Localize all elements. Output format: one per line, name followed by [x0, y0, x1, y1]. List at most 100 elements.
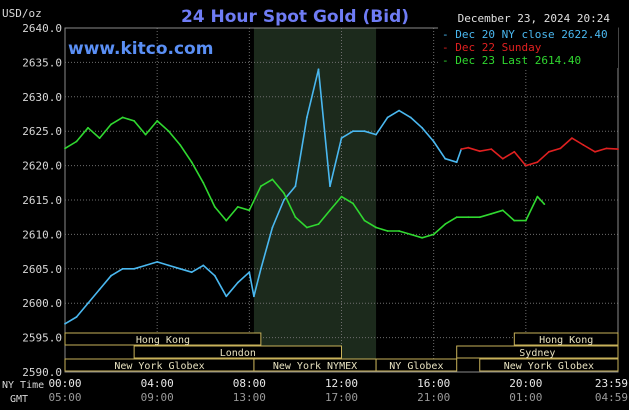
- date-stamp: December 23, 2024 20:24: [458, 12, 611, 25]
- market-session-bar: [479, 358, 619, 372]
- series-point-2: [202, 181, 205, 184]
- series-point-2: [524, 219, 527, 222]
- market-session: New York Globex: [479, 358, 619, 372]
- series-point-1: [548, 150, 550, 153]
- series-point-0: [421, 126, 423, 129]
- market-session-label: New York NYMEX: [273, 361, 357, 372]
- series-point-2: [64, 147, 66, 150]
- series-point-2: [501, 209, 504, 212]
- series-point-2: [340, 195, 343, 198]
- series-point-2: [398, 230, 400, 232]
- legend-entry: - Dec 23 Last 2614.40: [442, 54, 581, 67]
- series-point-2: [283, 192, 285, 195]
- series-point-2: [386, 230, 389, 232]
- series-point-2: [156, 120, 159, 122]
- series-point-1: [501, 157, 504, 160]
- series-point-2: [432, 233, 435, 236]
- series-point-2: [306, 226, 308, 229]
- series-point-2: [260, 185, 262, 188]
- series-point-2: [513, 219, 516, 222]
- x-tick-label-ny: 16:00: [417, 377, 450, 390]
- series-point-2: [543, 203, 546, 206]
- series-point-2: [75, 140, 78, 143]
- series-point-0: [236, 281, 239, 284]
- series-point-1: [460, 148, 463, 151]
- series-point-0: [271, 226, 274, 229]
- series-point-0: [455, 161, 458, 164]
- series-point-0: [87, 302, 89, 305]
- y-tick-label: 2600.0: [22, 297, 62, 310]
- series-point-2: [444, 223, 447, 226]
- series-point-0: [386, 116, 389, 119]
- market-session-bar: [375, 358, 458, 372]
- y-tick-label: 2615.0: [22, 194, 62, 207]
- series-point-0: [202, 264, 205, 267]
- series-point-2: [317, 223, 320, 226]
- series-point-2: [133, 120, 136, 122]
- gmt-row-label: GMT: [10, 394, 28, 405]
- y-tick-label: 2625.0: [22, 125, 62, 138]
- x-tick-label-gmt: 05:00: [48, 391, 81, 404]
- series-point-2: [179, 144, 182, 146]
- series-point-2: [455, 216, 458, 219]
- market-session-bar: [133, 345, 342, 359]
- market-session-bar: [513, 332, 619, 346]
- series-point-1: [490, 148, 493, 151]
- series-layer: [64, 68, 619, 325]
- market-session-label: Sydney: [519, 348, 555, 359]
- y-axis-label: USD/oz: [2, 7, 42, 20]
- series-point-0: [98, 288, 101, 291]
- legend: - Dec 20 NY close 2622.40- Dec 22 Sunday…: [438, 26, 618, 68]
- x-tick-label-gmt: 04:59: [595, 391, 628, 404]
- series-point-2: [409, 233, 412, 236]
- series-point-0: [213, 274, 216, 277]
- market-session-label: NY Globex: [389, 361, 443, 372]
- chart-title: 24 Hour Spot Gold (Bid): [181, 7, 409, 27]
- series-point-1: [571, 137, 573, 140]
- series-point-0: [75, 316, 78, 318]
- market-session: NY Globex: [375, 358, 458, 372]
- y-tick-label: 2595.0: [22, 332, 62, 345]
- market-session: New York NYMEX: [253, 358, 377, 372]
- series-point-0: [363, 130, 366, 133]
- series-point-2: [98, 137, 101, 140]
- series-point-0: [294, 185, 297, 188]
- series-point-1: [594, 150, 596, 153]
- legend-entry: - Dec 22 Sunday: [442, 41, 542, 54]
- series-point-1: [582, 144, 585, 146]
- series-point-0: [409, 116, 412, 119]
- y-tick-label: 2630.0: [22, 91, 62, 104]
- x-tick-label-gmt: 13:00: [233, 391, 266, 404]
- series-point-2: [490, 212, 493, 215]
- series-point-0: [225, 295, 228, 298]
- series-point-0: [144, 264, 147, 267]
- series-point-1: [536, 161, 539, 164]
- y-tick-label: 2635.0: [22, 56, 62, 69]
- ny-time-row-label: NY Time: [2, 380, 44, 391]
- x-tick-label-gmt: 09:00: [141, 391, 174, 404]
- series-point-0: [179, 267, 182, 270]
- series-point-1: [559, 147, 562, 150]
- series-point-0: [190, 271, 193, 274]
- series-point-0: [375, 133, 377, 136]
- series-point-0: [133, 267, 136, 270]
- series-point-2: [110, 123, 112, 126]
- legend-box: [438, 26, 618, 68]
- series-point-1: [478, 150, 481, 153]
- series-point-2: [87, 126, 89, 129]
- market-session-bars: Hong Kong London New York Globex New York N…: [64, 332, 619, 372]
- market-session-bar: [64, 332, 262, 346]
- kitco-watermark: www.kitco.com: [68, 39, 213, 59]
- series-point-2: [478, 216, 481, 219]
- y-axis-tick-labels: 2640.0 2635.0 2630.0 2625.0 2620.0 2615.0 2610…: [22, 22, 62, 379]
- series-point-2: [294, 216, 297, 219]
- market-session: Hong Kong: [64, 332, 262, 346]
- y-tick-label: 2605.0: [22, 263, 62, 276]
- market-session-label: London: [220, 348, 256, 359]
- x-tick-label-gmt: 17:00: [325, 391, 358, 404]
- series-point-0: [167, 264, 170, 267]
- series-point-0: [253, 295, 255, 298]
- market-session-label: New York Globex: [504, 361, 594, 372]
- series-point-0: [283, 199, 285, 201]
- market-session: London: [133, 345, 342, 359]
